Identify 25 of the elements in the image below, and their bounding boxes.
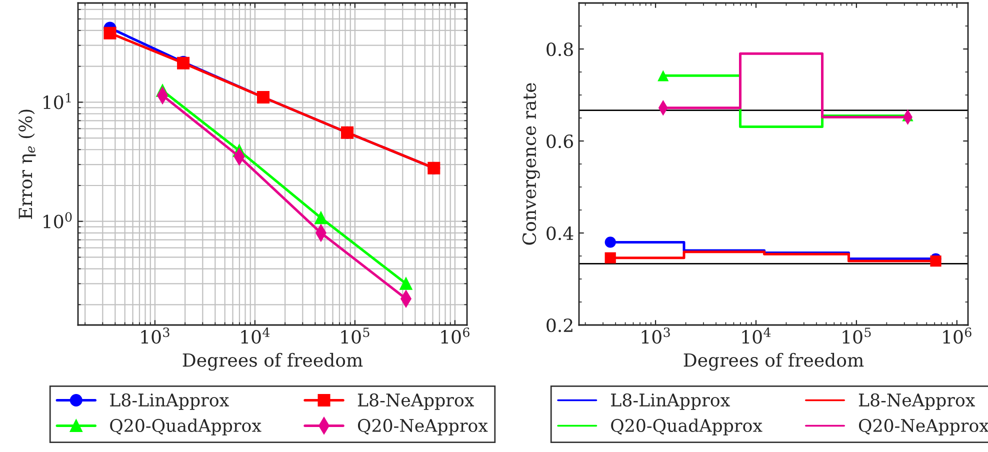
legend-label: L8-LinApprox [110,393,229,410]
legend-label: L8-LinApprox [611,393,730,410]
x-tick-label: 10$^{5}$ [341,328,370,344]
y-axis-title: Convergence rate [522,83,540,245]
x-axis-title: Degrees of freedom [684,352,864,371]
x-tick-label: 10$^{3}$ [642,328,670,344]
legend-label: L8-NeApprox [358,393,474,410]
y-tick-label: 0.2 [546,318,572,332]
y-axis-title: Error η$_{e}$ (%) [18,110,36,219]
legend-label: Q20-QuadApprox [611,418,762,436]
y-tick-label: 0.4 [546,226,574,240]
x-tick-label: 10$^{4}$ [742,328,771,344]
y-tick-label: 10$^{1}$ [44,92,71,110]
y-tick-label: 0.6 [546,134,574,148]
x-tick-label: 10$^{4}$ [241,328,270,344]
x-tick-label: 10$^{3}$ [141,328,170,344]
legend-label: Q20-QuadApprox [110,418,262,436]
x-axis-title: Degrees of freedom [182,352,363,371]
legend-label: L8-NeApprox [858,393,975,410]
x-tick-label: 10$^{6}$ [943,328,972,344]
x-tick-label: 10$^{6}$ [441,328,470,344]
x-tick-label: 10$^{5}$ [842,328,871,344]
y-tick-label: 0.8 [546,42,573,56]
y-tick-label: 10$^{0}$ [44,212,72,228]
legend-label: Q20-NeApprox [358,418,488,436]
